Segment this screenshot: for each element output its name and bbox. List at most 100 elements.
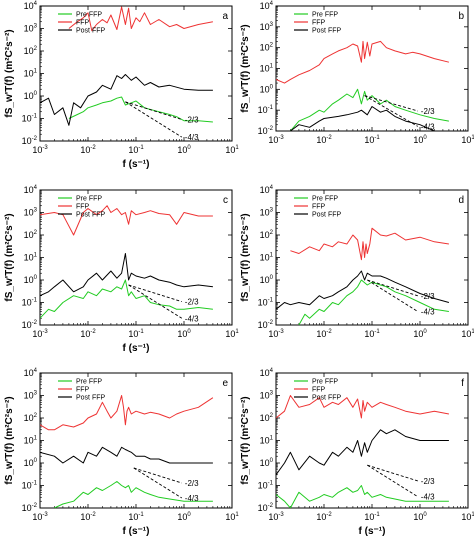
x-tick-label: 100 — [177, 329, 191, 339]
x-tick-exponent: -3 — [278, 135, 284, 141]
series-line-pre-ffp — [298, 279, 449, 325]
y-tick-exponent: 1 — [34, 253, 38, 259]
slope-reference-line — [367, 464, 418, 482]
y-tick-label: 100 — [260, 275, 274, 285]
x-tick-exponent: 1 — [471, 135, 474, 141]
series-line-pre-ffp — [40, 279, 213, 319]
y-tick-exponent: 3 — [34, 391, 38, 397]
y-tick-exponent: 3 — [34, 24, 38, 30]
x-axis-label: f (s⁻¹) — [123, 159, 150, 170]
y-tick-label: 102 — [260, 230, 274, 240]
x-tick-exponent: -1 — [138, 145, 144, 151]
slope-reference-line — [367, 279, 419, 312]
y-tick-label: 10-2 — [258, 320, 274, 330]
y-axis-label: fS_w'T(f) (m²C²s⁻²) — [4, 396, 15, 484]
x-tick-label: 10-3 — [32, 329, 48, 339]
x-tick-base: 10 — [80, 512, 90, 522]
y-tick-label: 102 — [24, 46, 38, 56]
legend-entry: Pre FFP — [312, 12, 338, 19]
x-tick-base: 10 — [413, 135, 423, 145]
y-tick-exponent: 3 — [34, 208, 38, 214]
x-tick-exponent: -3 — [278, 512, 284, 518]
slope-reference-line — [128, 284, 182, 303]
x-tick-label: 100 — [177, 512, 191, 522]
y-tick-base: 10 — [24, 69, 34, 79]
y-tick-exponent: 4 — [34, 185, 38, 191]
y-tick-base: 10 — [22, 320, 32, 330]
x-tick-exponent: 0 — [187, 329, 191, 335]
y-tick-label: 100 — [24, 275, 38, 285]
series-line-ffp — [276, 395, 449, 419]
series-line-post-ffp — [40, 446, 213, 464]
y-tick-base: 10 — [24, 413, 34, 423]
x-tick-label: 10-1 — [128, 512, 144, 522]
x-tick-label: 100 — [413, 329, 427, 339]
y-tick-base: 10 — [260, 458, 270, 468]
y-tick-exponent: 2 — [270, 43, 274, 49]
y-tick-label: 103 — [260, 391, 274, 401]
y-tick-base: 10 — [24, 24, 34, 34]
plot-area — [276, 395, 449, 508]
x-tick-base: 10 — [268, 512, 278, 522]
slope-label: -2/3 — [421, 107, 435, 116]
y-tick-base: 10 — [260, 275, 270, 285]
legend-entry: Post FFP — [76, 212, 106, 219]
x-tick-label: 10-2 — [80, 145, 96, 155]
y-tick-base: 10 — [24, 91, 34, 101]
y-tick-base: 10 — [22, 114, 32, 124]
slope-reference-line — [133, 467, 182, 484]
y-tick-base: 10 — [258, 503, 268, 513]
y-axis-label: fS_w'T(f) (m²C²s⁻²) — [4, 213, 15, 301]
x-tick-label: 101 — [461, 135, 474, 145]
y-tick-base: 10 — [24, 436, 34, 446]
x-tick-label: 10-1 — [364, 512, 380, 522]
y-tick-exponent: 1 — [270, 64, 274, 70]
y-axis-label: fS_w'T(f) (m²C²s⁻²) — [240, 24, 251, 112]
x-tick-base: 10 — [177, 512, 187, 522]
y-tick-exponent: 3 — [270, 22, 274, 28]
legend-entry: FFP — [76, 387, 90, 394]
x-tick-label: 100 — [413, 135, 427, 145]
x-tick-label: 10-2 — [316, 512, 332, 522]
x-tick-base: 10 — [413, 512, 423, 522]
y-tick-base: 10 — [24, 275, 34, 285]
y-tick-label: 10-2 — [258, 503, 274, 513]
series-line-pre-ffp — [54, 481, 213, 508]
plot-area — [40, 205, 213, 319]
x-tick-exponent: -3 — [42, 512, 48, 518]
x-tick-base: 10 — [32, 145, 42, 155]
series-line-ffp — [276, 40, 450, 84]
x-tick-exponent: 0 — [423, 512, 427, 518]
y-tick-label: 101 — [24, 436, 38, 446]
y-tick-label: 10-1 — [258, 298, 274, 308]
legend-entry: FFP — [76, 20, 90, 27]
y-tick-base: 10 — [258, 481, 268, 491]
y-tick-exponent: -1 — [268, 481, 274, 487]
panel-b: 10-3 10-2 10-1 100 10110-210-110010110210310… — [240, 1, 474, 145]
y-tick-label: 102 — [24, 230, 38, 240]
x-axis-label: f (s⁻¹) — [123, 343, 150, 354]
series-line-pre-ffp — [290, 88, 449, 131]
panel-label: e — [222, 378, 228, 389]
x-tick-exponent: -1 — [374, 135, 380, 141]
y-tick-exponent: 0 — [270, 275, 274, 281]
y-tick-exponent: -2 — [32, 320, 38, 326]
x-tick-exponent: 0 — [423, 329, 427, 335]
y-tick-exponent: -2 — [268, 126, 274, 132]
x-tick-exponent: -2 — [326, 135, 332, 141]
slope-reference-line — [128, 284, 183, 319]
y-tick-base: 10 — [260, 64, 270, 74]
panel-label: a — [222, 11, 228, 22]
series-line-post-ffp — [40, 253, 213, 297]
slope-label: -2/3 — [185, 298, 199, 307]
x-tick-exponent: -1 — [374, 512, 380, 518]
x-tick-base: 10 — [268, 329, 278, 339]
plot-area — [40, 395, 214, 508]
y-tick-label: 100 — [260, 84, 274, 94]
x-tick-exponent: -2 — [326, 512, 332, 518]
y-tick-exponent: -2 — [268, 320, 274, 326]
y-tick-exponent: -2 — [268, 503, 274, 509]
